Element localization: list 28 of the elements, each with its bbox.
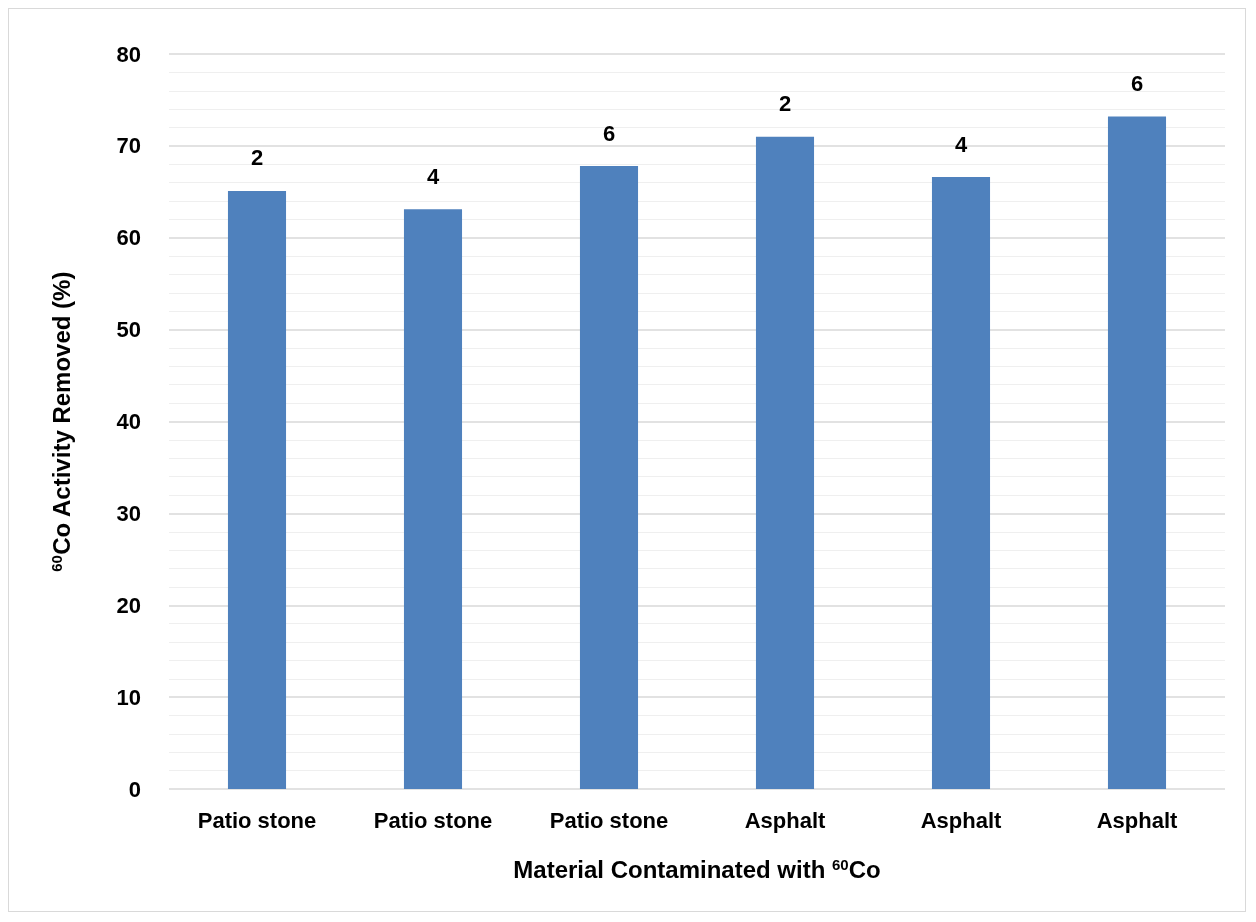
bar bbox=[931, 177, 991, 789]
annotation: 6 bbox=[1130, 70, 1144, 96]
y-tick-label: 40 bbox=[116, 409, 141, 434]
y-tick-label: 10 bbox=[116, 684, 141, 710]
bar bbox=[579, 166, 639, 789]
annotation: 4 bbox=[426, 163, 440, 189]
y-tick-label: 0 bbox=[128, 776, 141, 802]
y-tick-label: 70 bbox=[116, 133, 141, 159]
annotation: 2 bbox=[778, 91, 792, 117]
y-tick-label: 20 bbox=[116, 592, 141, 618]
bar bbox=[403, 209, 463, 789]
y-tick-label: 50 bbox=[116, 317, 141, 343]
annotation: 6 bbox=[602, 120, 616, 146]
bar bbox=[1107, 116, 1167, 789]
x-tick-label: Asphalt bbox=[1096, 807, 1178, 833]
x-tick-label: Patio stone bbox=[549, 807, 669, 833]
annotation: 4 bbox=[954, 131, 968, 157]
y-axis-title: 60Co Activity Removed (%) bbox=[48, 271, 75, 572]
bar bbox=[755, 136, 815, 789]
y-tick-label: 80 bbox=[116, 41, 141, 67]
x-tick-label: Asphalt bbox=[920, 807, 1002, 833]
bar bbox=[227, 190, 287, 789]
y-tick-label: 60 bbox=[116, 225, 141, 251]
x-tick-label: Asphalt bbox=[744, 807, 826, 833]
annotation: 2 bbox=[250, 145, 264, 171]
x-tick-label: Patio stone bbox=[373, 807, 493, 833]
y-tick-label: 30 bbox=[116, 500, 141, 526]
x-tick-label: Patio stone bbox=[197, 807, 317, 833]
